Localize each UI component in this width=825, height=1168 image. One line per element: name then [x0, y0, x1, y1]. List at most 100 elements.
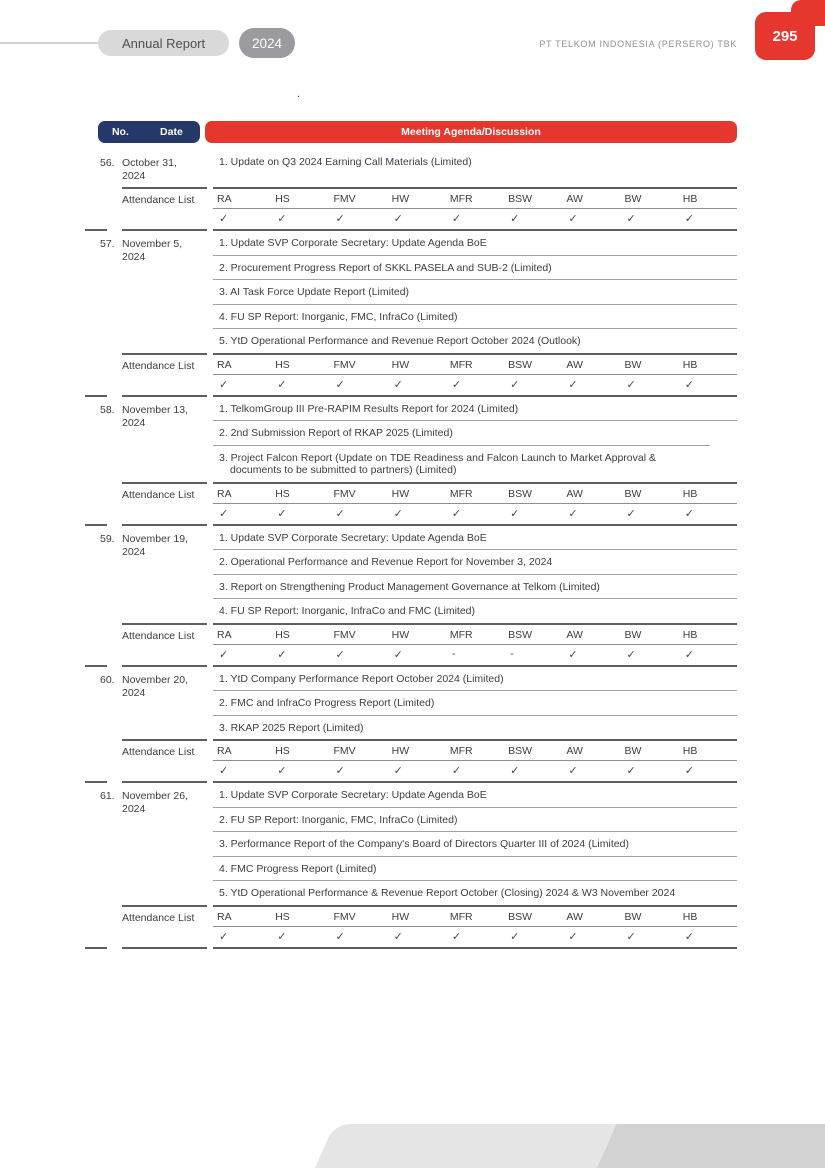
attendance-col: BW — [624, 487, 642, 500]
check-mark: ✓ — [277, 765, 287, 777]
row-date: November 5, 2024 — [122, 238, 183, 263]
agenda-item: 5. YtD Operational Performance and Reven… — [213, 328, 737, 353]
check-mark: ✓ — [393, 765, 403, 777]
agenda-list: 1. Update SVP Corporate Secretary: Updat… — [207, 231, 737, 353]
attendance-col: FMV — [333, 487, 356, 500]
attendance-col: MFR — [449, 358, 473, 371]
check-mark: ✓ — [568, 378, 578, 391]
attendance-col: MFR — [449, 910, 473, 923]
check-mark: ✓ — [335, 213, 345, 225]
attendance-col: RA — [217, 487, 232, 500]
attendance-col: HW — [391, 628, 410, 641]
attendance-col: BW — [624, 193, 642, 205]
check-mark: ✓ — [335, 765, 345, 777]
check-mark: ✓ — [335, 507, 345, 520]
attendance-row: Attendance List RA HS FMV HW MFR BSW AW … — [85, 904, 737, 949]
attendance-label: Attendance List — [122, 904, 207, 949]
attendance-table: RA HS FMV HW MFR BSW AW BW HB ✓ ✓ ✓ — [213, 352, 737, 397]
year-label: 2024 — [252, 35, 283, 51]
attendance-col: RA — [217, 358, 232, 371]
row-date: November 20, 2024 — [122, 673, 188, 699]
attendance-col: BW — [624, 910, 642, 923]
check-mark: ✓ — [684, 378, 694, 391]
check-mark: ✓ — [451, 930, 462, 943]
agenda-item: 4. FU SP Report: Inorganic, InfraCo and … — [213, 598, 737, 623]
check-mark: ✓ — [568, 930, 578, 943]
annual-report-label: Annual Report — [122, 35, 206, 51]
agenda-item: 3. RKAP 2025 Report (Limited) — [213, 714, 737, 740]
row-number: 60. — [100, 673, 115, 686]
row-number: 58. — [100, 403, 115, 416]
attendance-label: Attendance List — [122, 622, 207, 667]
attendance-col: RA — [217, 910, 232, 923]
check-mark: ✓ — [219, 378, 229, 391]
attendance-col: FMV — [333, 910, 356, 923]
agenda-item: 4. FU SP Report: Inorganic, FMC, InfraCo… — [213, 303, 737, 329]
attendance-col: RA — [217, 628, 232, 641]
row-number: 61. — [100, 790, 115, 802]
table-row: 61. November 26, 2024 1. Update SVP Corp… — [85, 783, 737, 905]
row-date: October 31, 2024 — [122, 157, 177, 182]
check-mark: ✓ — [393, 378, 403, 391]
attendance-label: Attendance List — [122, 352, 207, 397]
check-mark: ✓ — [335, 648, 345, 661]
attendance-col: MFR — [449, 745, 473, 757]
agenda-item: 1. Update SVP Corporate Secretary: Updat… — [219, 237, 487, 249]
attendance-col: AW — [566, 193, 583, 205]
check-mark: ✓ — [219, 648, 229, 661]
attendance-col: HS — [275, 628, 290, 641]
check-mark: ✓ — [393, 930, 403, 943]
check-mark: ✓ — [277, 648, 287, 661]
row-number: 59. — [100, 532, 115, 545]
check-mark: ✓ — [568, 765, 578, 777]
attendance-checks: ✓ ✓ ✓ ✓ ✓ ✓ ✓ ✓ ✓ — [213, 209, 737, 229]
attendance-col: HS — [275, 910, 290, 923]
attendance-col: AW — [566, 628, 583, 641]
attendance-col: RA — [217, 193, 232, 205]
attendance-col: HS — [275, 745, 290, 757]
check-mark: ✓ — [277, 507, 287, 520]
column-header-agenda: Meeting Agenda/Discussion — [205, 121, 737, 143]
check-mark: ✓ — [626, 930, 636, 943]
agenda-item: 4. FMC Progress Report (Limited) — [213, 855, 737, 881]
attendance-col: HW — [391, 487, 410, 500]
agenda-item: 1. YtD Company Performance Report Octobe… — [219, 672, 504, 685]
attendance-col: BW — [624, 628, 642, 641]
check-mark: ✓ — [219, 213, 229, 225]
table-header: No. Date Meeting Agenda/Discussion — [98, 121, 737, 143]
attendance-col: HB — [682, 193, 698, 205]
agenda-item: 3. Report on Strengthening Product Manag… — [213, 573, 737, 599]
agenda-item: 1. TelkomGroup III Pre-RAPIM Results Rep… — [219, 402, 519, 415]
row-date: November 26, 2024 — [122, 790, 188, 815]
row-number-spacer — [85, 482, 122, 526]
footer-shape-dark — [588, 1124, 825, 1168]
attendance-row: Attendance List RA HS FMV HW MFR BSW AW … — [85, 352, 737, 397]
check-mark: ✓ — [335, 378, 345, 391]
check-mark: ✓ — [510, 765, 520, 777]
check-mark: ✓ — [510, 930, 520, 943]
attendance-col: FMV — [333, 628, 356, 641]
attendance-col: BSW — [508, 358, 533, 371]
agenda-list: 1. YtD Company Performance Report Octobe… — [207, 667, 737, 740]
attendance-col: HS — [275, 487, 290, 500]
footer-shape-light — [315, 1124, 617, 1168]
attendance-names: RA HS FMV HW MFR BSW AW BW HB — [213, 484, 737, 504]
column-header-date: Date — [160, 126, 183, 138]
attendance-col: HW — [391, 358, 410, 371]
meeting-agenda-table: No. Date Meeting Agenda/Discussion 56. O… — [85, 121, 737, 949]
attendance-row: Attendance List RA HS FMV HW MFR BSW AW … — [85, 481, 737, 526]
check-mark: ✓ — [277, 930, 287, 943]
attendance-names: RA HS FMV HW MFR BSW AW BW HB — [213, 741, 737, 761]
attendance-col: HS — [275, 358, 290, 371]
attendance-row: Attendance List RA HS FMV HW MFR BSW AW … — [85, 739, 737, 783]
agenda-item: 3. Performance Report of the Company's B… — [213, 831, 737, 856]
check-mark: ✓ — [510, 378, 520, 391]
page-number-badge: 295 — [755, 12, 815, 60]
table-row: 56. October 31, 2024 1. Update on Q3 202… — [85, 150, 737, 187]
attendance-col: MFR — [449, 628, 473, 641]
row-number-spacer — [85, 905, 122, 949]
attendance-table: RA HS FMV HW MFR BSW AW BW HB ✓ ✓ ✓ — [213, 904, 737, 949]
attendance-col: BSW — [508, 193, 533, 205]
row-number: 56. — [100, 157, 115, 169]
agenda-list: 1. Update SVP Corporate Secretary: Updat… — [207, 526, 737, 623]
